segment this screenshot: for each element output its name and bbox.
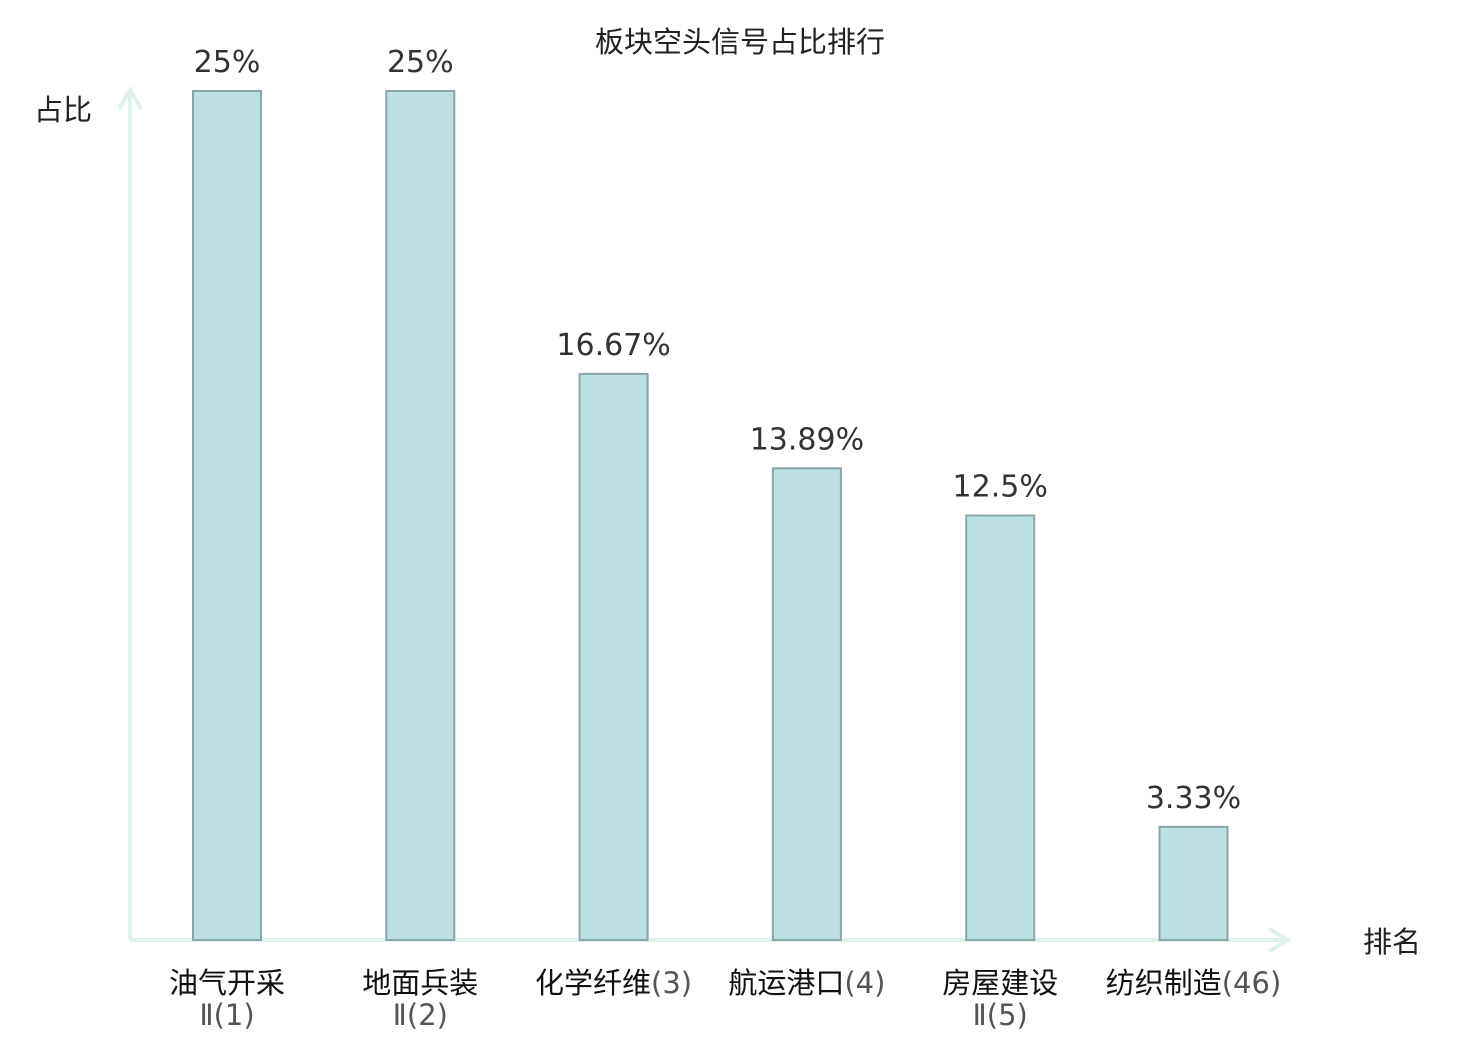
category-rank: (4) (844, 966, 885, 1000)
bar (771, 467, 842, 941)
category-sub-label: Ⅱ(5) (973, 998, 1028, 1032)
category-rank: (3) (651, 966, 692, 1000)
bar (578, 372, 649, 941)
bar-value-label: 3.33% (1146, 781, 1241, 816)
bar-value-label: 25% (387, 45, 454, 80)
category-rank: (46) (1222, 966, 1282, 1000)
bar-value-label: 16.67% (556, 328, 670, 363)
category-label: 油气开采 (169, 966, 285, 1000)
x-axis-label: 排名 (1363, 925, 1421, 959)
chart-title: 板块空头信号占比排行 (595, 25, 885, 59)
bar-value-label: 25% (194, 45, 261, 80)
bar (1158, 825, 1229, 942)
category-sub-label: Ⅱ(1) (199, 998, 254, 1032)
bar-value-label: 12.5% (953, 470, 1048, 505)
category-name: 房屋建设 (942, 966, 1058, 1000)
y-axis-label: 占比 (34, 93, 92, 127)
bar-value-label: 13.89% (750, 422, 864, 457)
category-label: 房屋建设 (942, 966, 1058, 1000)
category-name: 纺织制造 (1106, 966, 1222, 1000)
y-axis-arrow-icon (117, 86, 143, 111)
category-label: 航运港口(4) (728, 966, 885, 1000)
category-label: 化学纤维(3) (535, 966, 692, 1000)
category-name: 油气开采 (169, 966, 285, 1000)
category-name: 化学纤维 (535, 966, 651, 1000)
value-labels-group: 25% 25% 16.67% 13.89% 12.5% 3.33% (194, 45, 1242, 816)
category-name: 航运港口 (728, 966, 844, 1000)
bar (965, 514, 1036, 941)
bar (192, 90, 262, 941)
x-axis-arrow-icon (1267, 927, 1292, 953)
axes (117, 86, 1292, 953)
category-sub-label: Ⅱ(2) (393, 998, 448, 1032)
bars-group (192, 90, 1229, 942)
category-label: 地面兵装 (362, 966, 478, 1000)
bar (385, 90, 456, 941)
category-name: 地面兵装 (362, 966, 478, 1000)
category-label: 纺织制造(46) (1106, 966, 1282, 1000)
